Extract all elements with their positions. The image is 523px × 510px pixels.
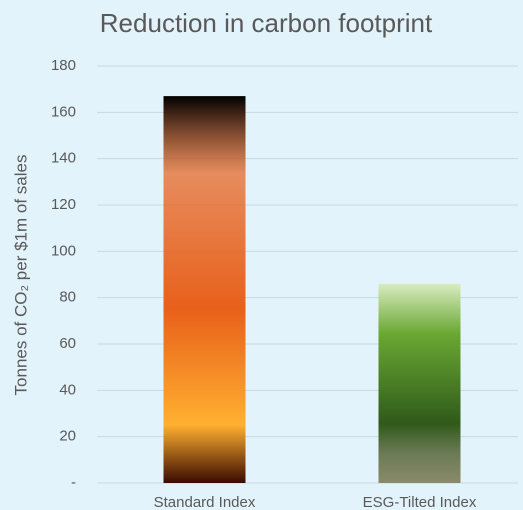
y-tick-label: 180 [51, 57, 76, 74]
chart: Reduction in carbon footprint Tonnes of … [0, 0, 523, 510]
chart-title: Reduction in carbon footprint [100, 8, 433, 38]
y-axis-label: Tonnes of CO₂ per $1m of sales [11, 155, 30, 396]
y-tick-label: 20 [59, 428, 76, 445]
y-tick-label: 80 [59, 289, 76, 306]
x-tick-label: ESG-Tilted Index [363, 494, 477, 510]
y-tick-label: - [71, 474, 76, 491]
y-tick-label: 120 [51, 196, 76, 213]
y-tick-label: 60 [59, 335, 76, 352]
bar [379, 284, 461, 483]
y-tick-label: 100 [51, 242, 76, 259]
y-tick-label: 40 [59, 381, 76, 398]
bar [164, 96, 246, 483]
y-tick-label: 160 [51, 103, 76, 120]
y-tick-label: 140 [51, 150, 76, 167]
x-tick-label: Standard Index [154, 494, 256, 510]
